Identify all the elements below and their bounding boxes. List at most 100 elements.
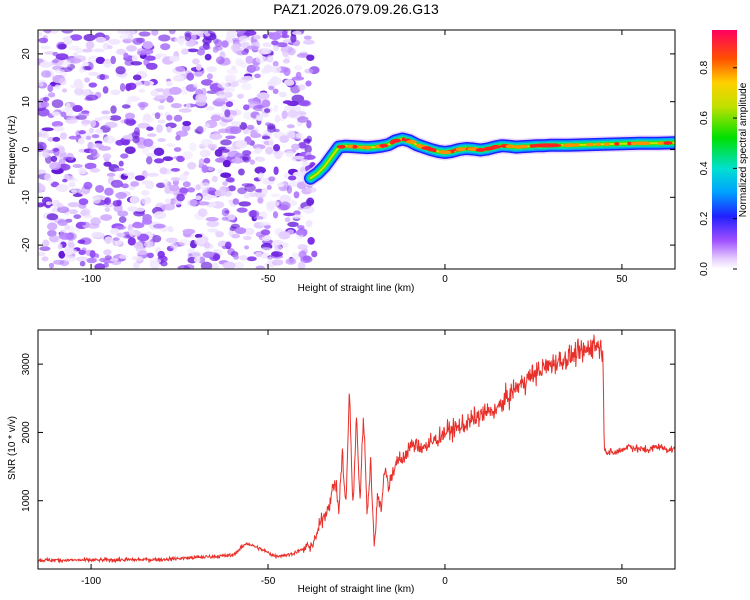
noise-blob xyxy=(215,56,225,65)
noise-blob xyxy=(217,82,230,89)
noise-blob xyxy=(61,59,71,68)
noise-blob xyxy=(121,183,129,189)
noise-blob xyxy=(266,185,272,190)
noise-blob xyxy=(209,133,223,140)
noise-blob xyxy=(104,236,113,244)
noise-blob xyxy=(192,83,199,88)
noise-blob xyxy=(60,132,67,140)
noise-blob xyxy=(48,262,55,269)
noise-blob xyxy=(63,247,74,256)
noise-blob xyxy=(250,129,258,136)
noise-blob xyxy=(122,135,133,140)
noise-blob xyxy=(169,242,178,249)
noise-blob xyxy=(266,205,276,212)
noise-blob xyxy=(107,45,113,50)
noise-blob xyxy=(127,95,140,102)
noise-blob xyxy=(165,122,177,129)
noise-blob xyxy=(84,162,97,170)
noise-blob xyxy=(118,216,127,224)
noise-blob xyxy=(299,99,310,106)
noise-blob xyxy=(211,175,218,183)
noise-blob xyxy=(282,58,290,64)
snr-xtick-label: 50 xyxy=(616,576,628,587)
spectrogram-xtick-label: 0 xyxy=(442,274,448,285)
noise-blob xyxy=(257,172,264,181)
noise-blob xyxy=(40,45,51,50)
noise-blob xyxy=(141,146,149,155)
noise-blob xyxy=(265,122,272,127)
ridge-hotspot xyxy=(389,140,395,145)
noise-blob xyxy=(292,171,304,177)
ridge-hotspot xyxy=(567,143,577,147)
noise-blob xyxy=(306,197,315,206)
ridge-hotspot xyxy=(533,143,562,148)
noise-blob xyxy=(114,240,123,246)
ridge-hotspot xyxy=(529,144,534,148)
noise-blob xyxy=(102,153,112,160)
noise-blob xyxy=(282,50,289,57)
noise-blob xyxy=(168,30,176,35)
noise-blob xyxy=(241,83,252,91)
chart-title: PAZ1.2026.079.09.26.G13 xyxy=(273,1,439,17)
noise-blob xyxy=(304,144,312,154)
noise-blob xyxy=(75,47,83,54)
noise-blob xyxy=(111,179,123,188)
noise-blob xyxy=(255,55,267,64)
noise-blob xyxy=(40,101,50,108)
noise-blob xyxy=(256,156,266,163)
noise-blob xyxy=(123,172,136,177)
colorbar-label: Normalized spectral amplitude xyxy=(738,82,749,217)
noise-blob xyxy=(163,178,169,187)
noise-blob xyxy=(115,66,126,75)
noise-blob xyxy=(268,176,276,182)
noise-blob xyxy=(181,124,191,132)
noise-blob xyxy=(78,249,86,256)
noise-blob xyxy=(136,50,147,56)
noise-blob xyxy=(38,202,45,208)
noise-blob xyxy=(109,257,119,262)
noise-blob xyxy=(273,166,279,175)
noise-blob xyxy=(242,235,252,241)
noise-blob xyxy=(106,172,116,177)
noise-blob xyxy=(88,127,95,134)
spectrogram-ytick-label: -20 xyxy=(21,237,32,252)
noise-blob xyxy=(72,164,83,168)
snr-ytick-label: 3000 xyxy=(21,353,32,376)
noise-blob xyxy=(281,110,288,119)
ridge-hotspot xyxy=(401,137,406,142)
noise-blob xyxy=(182,181,191,188)
noise-blob xyxy=(302,206,315,214)
noise-blob xyxy=(227,185,236,192)
noise-blob xyxy=(281,30,288,38)
snr-panel: -100 -50 0 50 1000 2000 3000 Height of straig… xyxy=(7,329,676,595)
noise-blob xyxy=(90,148,98,156)
noise-blob xyxy=(271,259,284,266)
noise-blob xyxy=(49,162,61,170)
noise-blob xyxy=(283,79,295,86)
noise-blob xyxy=(155,94,168,100)
noise-blob xyxy=(261,99,271,108)
noise-blob xyxy=(119,83,126,92)
noise-blob xyxy=(110,105,117,114)
noise-blob xyxy=(184,32,192,42)
noise-blob xyxy=(118,254,128,259)
ridge-hotspot xyxy=(392,138,402,143)
noise-blob xyxy=(152,235,162,243)
noise-blob xyxy=(301,162,310,166)
noise-blob xyxy=(182,228,196,235)
noise-blob xyxy=(273,104,279,113)
noise-blob xyxy=(142,41,154,50)
ridge-hotspot xyxy=(336,145,346,149)
noise-blob xyxy=(215,157,226,163)
noise-blob xyxy=(165,237,178,244)
noise-blob xyxy=(52,136,61,142)
noise-blob xyxy=(131,255,143,261)
noise-blob xyxy=(130,61,143,66)
noise-blob xyxy=(295,230,305,236)
noise-blob xyxy=(198,208,208,217)
noise-blob xyxy=(53,125,65,132)
noise-blob xyxy=(196,126,204,135)
noise-blob xyxy=(256,92,270,100)
noise-blob xyxy=(175,135,181,141)
